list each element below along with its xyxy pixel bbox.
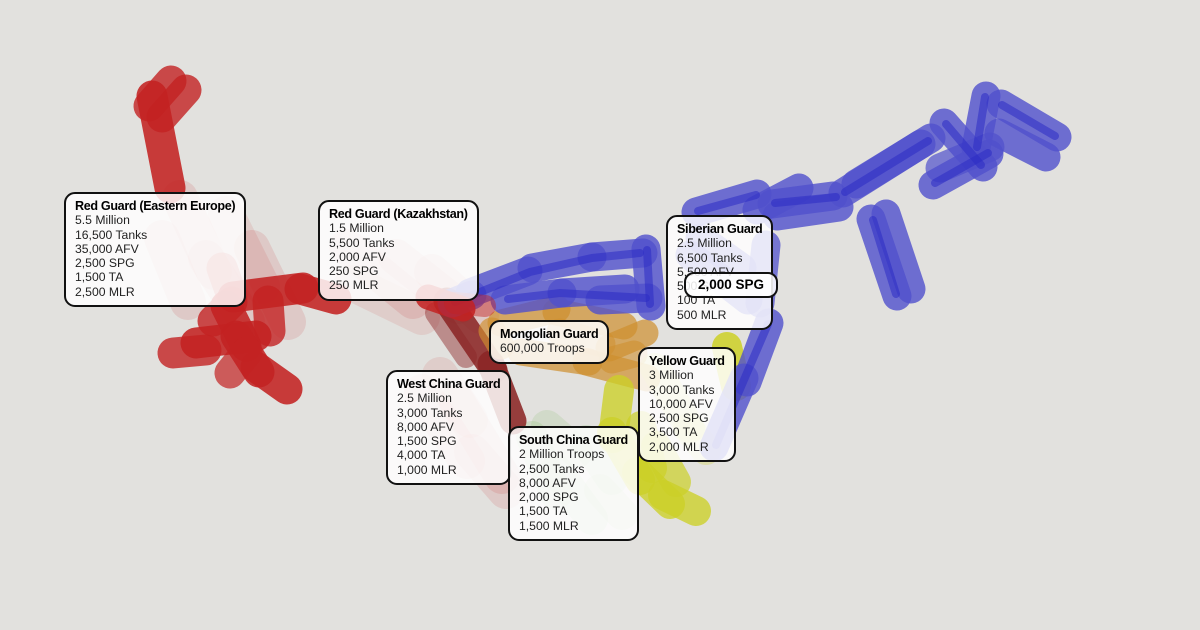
panel-title: Yellow Guard bbox=[649, 354, 725, 368]
stat-line: 1,500 SPG bbox=[397, 434, 457, 449]
stat-line: 6,500 Tanks bbox=[677, 250, 743, 265]
stat-line: 3,000 Tanks bbox=[397, 405, 463, 420]
stat-line: 2,000 AFV bbox=[329, 249, 386, 264]
stat-line: 1,500 MLR bbox=[519, 518, 579, 533]
stat-line: 2,500 SPG bbox=[75, 256, 135, 271]
stat-line: 5,500 Tanks bbox=[329, 235, 395, 250]
stat-line: 10,000 AFV bbox=[649, 396, 713, 411]
stat-line: 500 MLR bbox=[677, 307, 727, 322]
panel-title: Red Guard (Kazakhstan) bbox=[329, 207, 468, 221]
stat-line: 250 MLR bbox=[329, 278, 379, 293]
stat-line: 5.5 Million bbox=[75, 213, 130, 228]
stat-line: 1,000 MLR bbox=[397, 462, 457, 477]
panel-title: West China Guard bbox=[397, 377, 501, 391]
stat-line: 2.5 Million bbox=[677, 236, 732, 251]
panel-red-guard-kazakhstan: Red Guard (Kazakhstan) 1.5 Million 5,500… bbox=[318, 200, 479, 301]
panel-title: Mongolian Guard bbox=[500, 327, 599, 341]
stat-line: 8,000 AFV bbox=[519, 475, 576, 490]
stat-line: 4,000 TA bbox=[397, 448, 446, 463]
stat-line: 2,500 MLR bbox=[75, 284, 135, 299]
stat-line: 2,500 SPG bbox=[649, 411, 709, 426]
stat-line: 600,000 Troops bbox=[500, 341, 585, 356]
stat-line: 2,000 MLR bbox=[649, 439, 709, 454]
red-guard-territory bbox=[133, 65, 496, 405]
siberian-blue-inner-lines bbox=[451, 93, 1059, 449]
panel-red-guard-eastern-europe: Red Guard (Eastern Europe) 5.5 Million 1… bbox=[64, 192, 247, 308]
stat-line: 3,500 TA bbox=[649, 425, 698, 440]
stat-line: 2.5 Million bbox=[397, 391, 452, 406]
stat-line: 2,000 SPG bbox=[519, 490, 579, 505]
panel-south-china-guard: South China Guard 2 Million Troops 2,500… bbox=[508, 426, 639, 542]
panel-west-china-guard: West China Guard 2.5 Million 3,000 Tanks… bbox=[386, 370, 512, 486]
stat-line: 1.5 Million bbox=[329, 221, 384, 236]
stat-line: 2,500 Tanks bbox=[519, 461, 585, 476]
spg-overlay-label: 2,000 SPG bbox=[698, 277, 765, 292]
panel-title: Red Guard (Eastern Europe) bbox=[75, 199, 236, 213]
stat-line: 2 Million Troops bbox=[519, 447, 605, 462]
panel-spg-overlay-note: 2,000 SPG bbox=[684, 272, 779, 299]
panel-title: South China Guard bbox=[519, 433, 628, 447]
stat-line: 3,000 Tanks bbox=[649, 382, 715, 397]
panel-title: Siberian Guard bbox=[677, 222, 763, 236]
stat-line: 3 Million bbox=[649, 368, 694, 383]
stat-line: 250 SPG bbox=[329, 264, 379, 279]
panel-yellow-guard: Yellow Guard 3 Million 3,000 Tanks 10,00… bbox=[638, 347, 736, 463]
stat-line: 1,500 TA bbox=[75, 270, 124, 285]
stat-line: 35,000 AFV bbox=[75, 241, 139, 256]
stat-line: 16,500 Tanks bbox=[75, 227, 148, 242]
stat-line: 8,000 AFV bbox=[397, 419, 454, 434]
panel-mongolian-guard: Mongolian Guard 600,000 Troops bbox=[489, 320, 610, 364]
stat-line: 1,500 TA bbox=[519, 504, 568, 519]
